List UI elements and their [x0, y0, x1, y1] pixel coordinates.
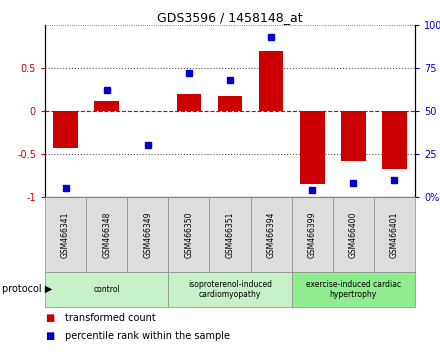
Bar [259, 51, 283, 111]
Text: GSM466341: GSM466341 [61, 211, 70, 258]
Text: GSM466349: GSM466349 [143, 211, 152, 258]
Text: percentile rank within the sample: percentile rank within the sample [65, 331, 230, 341]
Text: GSM466350: GSM466350 [184, 211, 194, 258]
Text: exercise-induced cardiac
hypertrophy: exercise-induced cardiac hypertrophy [306, 280, 401, 299]
Bar [341, 111, 366, 161]
Bar [218, 96, 242, 111]
Text: protocol ▶: protocol ▶ [2, 285, 52, 295]
Text: isoproterenol-induced
cardiomyopathy: isoproterenol-induced cardiomyopathy [188, 280, 272, 299]
Text: GSM466400: GSM466400 [349, 211, 358, 258]
Text: ■: ■ [45, 331, 54, 341]
Text: GSM466351: GSM466351 [226, 211, 235, 258]
Bar [53, 111, 78, 148]
Text: GSM466394: GSM466394 [267, 211, 275, 258]
Text: GSM466348: GSM466348 [102, 211, 111, 258]
Title: GDS3596 / 1458148_at: GDS3596 / 1458148_at [157, 11, 303, 24]
Bar [176, 94, 201, 111]
Bar [382, 111, 407, 169]
Bar [94, 101, 119, 111]
Text: transformed count: transformed count [65, 313, 156, 323]
Text: control: control [93, 285, 120, 294]
Text: GSM466401: GSM466401 [390, 211, 399, 258]
Text: ■: ■ [45, 313, 54, 323]
Bar [300, 111, 325, 184]
Text: GSM466399: GSM466399 [308, 211, 317, 258]
